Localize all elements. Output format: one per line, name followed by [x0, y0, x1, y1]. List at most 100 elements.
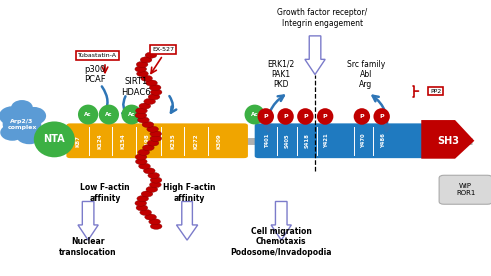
Text: P: P: [359, 114, 364, 119]
FancyBboxPatch shape: [439, 175, 491, 204]
Text: Src family
Abl
Arg: Src family Abl Arg: [347, 60, 385, 89]
Ellipse shape: [140, 57, 152, 63]
Text: Low F-actin
affinity: Low F-actin affinity: [80, 184, 130, 203]
Ellipse shape: [135, 66, 147, 72]
Text: P: P: [264, 114, 268, 119]
Ellipse shape: [138, 163, 150, 169]
PathPatch shape: [176, 201, 198, 240]
Ellipse shape: [135, 112, 147, 118]
Ellipse shape: [150, 223, 162, 229]
Ellipse shape: [137, 117, 149, 123]
Ellipse shape: [141, 75, 152, 81]
Ellipse shape: [150, 89, 162, 95]
Ellipse shape: [144, 99, 156, 105]
Ellipse shape: [374, 108, 390, 125]
Ellipse shape: [145, 214, 157, 220]
Text: K235: K235: [170, 133, 175, 149]
Ellipse shape: [136, 108, 147, 114]
Text: High F-actin
affinity: High F-actin affinity: [163, 184, 216, 203]
Ellipse shape: [148, 172, 160, 179]
Ellipse shape: [146, 186, 158, 192]
Text: P: P: [303, 114, 308, 119]
Text: Ac: Ac: [84, 112, 92, 117]
Ellipse shape: [136, 158, 147, 164]
Ellipse shape: [141, 191, 153, 197]
Ellipse shape: [142, 121, 154, 128]
Text: K87: K87: [76, 135, 81, 147]
Ellipse shape: [150, 177, 162, 183]
Text: Ac: Ac: [128, 112, 136, 117]
Ellipse shape: [150, 136, 162, 142]
Text: EX-527: EX-527: [152, 47, 174, 52]
Text: K272: K272: [193, 133, 198, 148]
Ellipse shape: [0, 106, 26, 126]
Ellipse shape: [150, 131, 162, 137]
Ellipse shape: [137, 195, 149, 201]
Text: Growth factor receptor/
Integrin engagement: Growth factor receptor/ Integrin engagem…: [277, 8, 367, 28]
Text: T401: T401: [265, 134, 270, 148]
Text: K309: K309: [217, 133, 222, 149]
Ellipse shape: [145, 52, 157, 58]
Text: SIRT1
HDAC6: SIRT1 HDAC6: [122, 77, 151, 97]
Text: Tubastatin-A: Tubastatin-A: [78, 53, 117, 58]
FancyBboxPatch shape: [66, 123, 248, 158]
FancyBboxPatch shape: [255, 123, 424, 158]
Ellipse shape: [147, 126, 159, 132]
Ellipse shape: [354, 108, 370, 125]
Text: SH3: SH3: [437, 136, 459, 146]
Ellipse shape: [297, 108, 314, 125]
Text: p300
PCAF: p300 PCAF: [84, 65, 106, 84]
Text: Cell migration
Chemotaxis
Podosome/Invadopodia: Cell migration Chemotaxis Podosome/Invad…: [230, 227, 332, 257]
Polygon shape: [421, 120, 474, 159]
PathPatch shape: [271, 201, 291, 240]
Text: Y421: Y421: [324, 133, 329, 148]
Ellipse shape: [142, 145, 154, 151]
PathPatch shape: [305, 36, 325, 75]
Text: P: P: [283, 114, 288, 119]
Ellipse shape: [11, 100, 33, 115]
Text: S418: S418: [304, 133, 309, 148]
Ellipse shape: [139, 103, 151, 109]
Ellipse shape: [0, 124, 25, 141]
Text: K154: K154: [121, 133, 126, 149]
Text: PP2: PP2: [430, 89, 441, 94]
Ellipse shape: [2, 110, 41, 138]
Text: P: P: [380, 114, 384, 119]
Text: Ac: Ac: [251, 112, 258, 117]
Ellipse shape: [22, 107, 46, 125]
Ellipse shape: [149, 182, 161, 188]
Ellipse shape: [149, 219, 161, 225]
Text: K198: K198: [145, 133, 150, 149]
Text: WIP
ROR1: WIP ROR1: [456, 182, 475, 196]
Ellipse shape: [258, 108, 274, 125]
Text: Arp2/3
complex: Arp2/3 complex: [7, 119, 37, 130]
Text: Nuclear
translocation: Nuclear translocation: [59, 237, 117, 257]
Text: S405: S405: [284, 134, 290, 148]
Ellipse shape: [138, 149, 150, 155]
Ellipse shape: [317, 108, 333, 125]
Ellipse shape: [99, 105, 119, 124]
Ellipse shape: [140, 209, 152, 216]
Ellipse shape: [135, 200, 147, 206]
Ellipse shape: [136, 71, 148, 77]
Ellipse shape: [16, 126, 43, 144]
Text: Y486: Y486: [381, 133, 385, 148]
Text: NTA: NTA: [44, 134, 65, 144]
Ellipse shape: [121, 105, 142, 124]
Ellipse shape: [136, 205, 148, 211]
Text: P: P: [323, 114, 327, 119]
Ellipse shape: [148, 94, 160, 100]
Ellipse shape: [135, 154, 147, 160]
PathPatch shape: [78, 201, 98, 240]
Ellipse shape: [277, 108, 294, 125]
Text: Ac: Ac: [105, 112, 112, 117]
Ellipse shape: [34, 121, 75, 157]
Text: Y470: Y470: [361, 134, 366, 148]
Ellipse shape: [149, 84, 161, 91]
Ellipse shape: [245, 105, 265, 124]
Ellipse shape: [143, 168, 155, 174]
Ellipse shape: [78, 105, 98, 124]
Text: K124: K124: [98, 133, 103, 148]
Text: ERK1/2
PAK1
PKD: ERK1/2 PAK1 PKD: [268, 60, 295, 89]
Ellipse shape: [147, 140, 159, 146]
